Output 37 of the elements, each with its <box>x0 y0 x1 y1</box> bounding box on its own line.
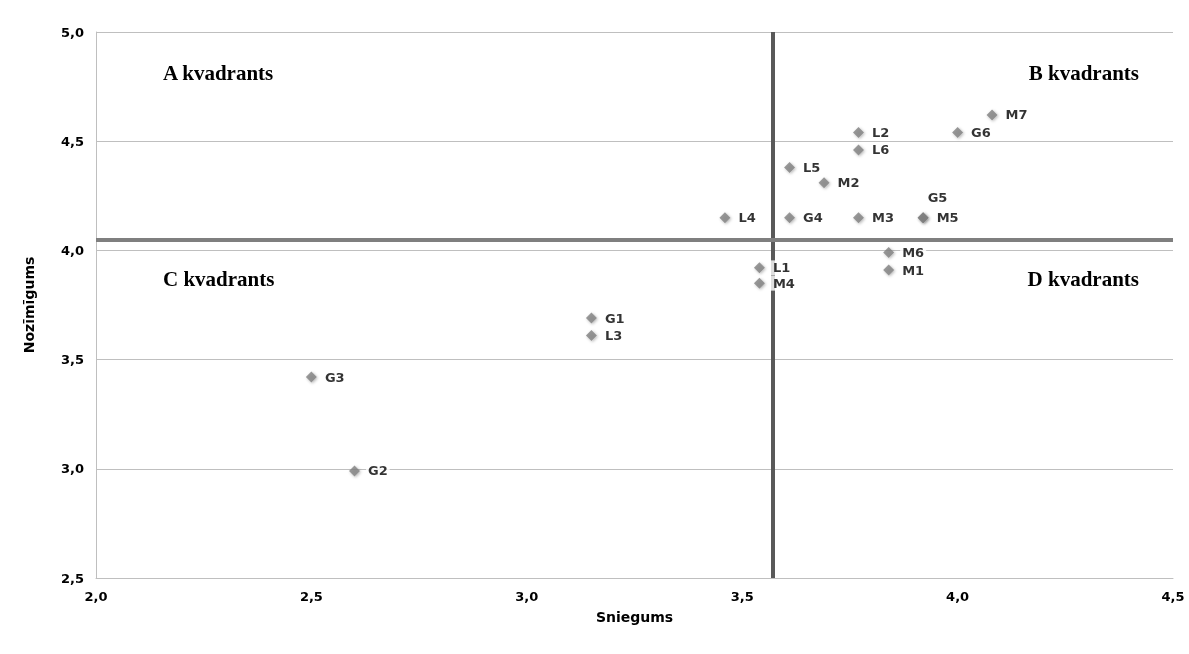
y-tick-label: 3,5 <box>60 352 84 368</box>
x-tick-label: 3,5 <box>730 589 754 604</box>
x-axis-title: Sniegums <box>595 609 674 625</box>
series-label: L3 <box>604 328 623 344</box>
x-tick-label: 2,0 <box>84 589 108 604</box>
series-label: M2 <box>837 175 860 191</box>
series-label: M5 <box>936 210 959 226</box>
y-tick-label: 5,0 <box>60 24 84 40</box>
x-tick-label: 4,0 <box>946 589 970 604</box>
series-label: G3 <box>324 369 345 385</box>
annotation: B kvadrants <box>1028 60 1139 85</box>
series-label: M7 <box>1005 107 1028 123</box>
series-label: L4 <box>738 210 756 226</box>
x-tick-label: 4,5 <box>1161 589 1185 604</box>
series-label: M6 <box>902 245 925 261</box>
series-label: L5 <box>803 159 821 175</box>
series-label: M4 <box>772 275 795 291</box>
x-tick-label: 3,0 <box>515 589 539 604</box>
x-tick-label: 2,5 <box>299 589 323 604</box>
series-label: L2 <box>872 124 890 140</box>
series-label: M1 <box>902 262 925 278</box>
y-tick-label: 4,5 <box>60 133 84 149</box>
series-label: G4 <box>803 210 823 226</box>
series-label: L6 <box>872 142 890 158</box>
series-label: G1 <box>604 310 625 326</box>
series-label: L1 <box>772 260 791 276</box>
y-tick-label: 2,5 <box>60 570 84 586</box>
y-tick-label: 4,0 <box>60 242 84 258</box>
series-label: G6 <box>971 124 991 140</box>
series-label: M3 <box>872 210 894 226</box>
annotation: C kvadrants <box>163 266 275 291</box>
y-axis-title: Nozīmīgums <box>21 256 37 354</box>
series-label: G2 <box>367 463 388 479</box>
y-tick-label: 3,0 <box>60 461 84 477</box>
series-label: G5 <box>927 190 948 206</box>
annotation: D kvadrants <box>1027 266 1140 291</box>
annotation: A kvadrants <box>163 60 274 85</box>
